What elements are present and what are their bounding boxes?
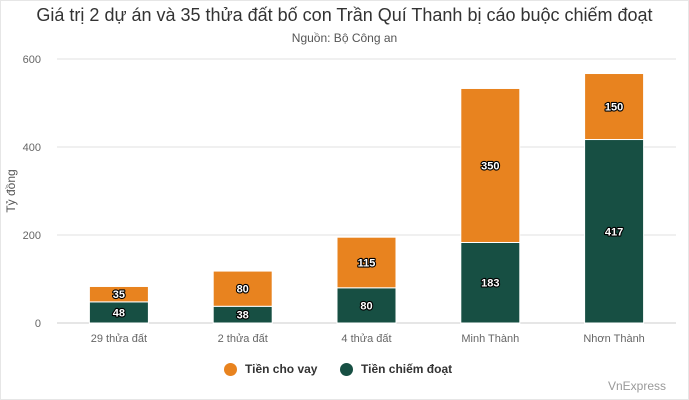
data-label: 48	[113, 307, 125, 319]
bar-tien-cho-vay	[336, 236, 397, 289]
x-tick-label: 2 thửa đất	[218, 333, 268, 345]
bar-tien-cho-vay	[460, 87, 521, 243]
source-credit: VnExpress	[607, 379, 666, 393]
bar-tien-cho-vay	[212, 270, 273, 307]
data-label: 35	[113, 289, 125, 301]
legend-item-tien-cho-vay[interactable]: Tiền cho vay	[224, 362, 317, 376]
data-label: 80	[360, 300, 372, 312]
legend-item-tien-chiem-doat[interactable]: Tiền chiếm đoạt	[340, 362, 452, 376]
data-label: 115	[358, 258, 376, 270]
bar-tien-chiem-doat	[460, 241, 521, 324]
y-axis-title: Tỷ đồng	[4, 169, 18, 212]
data-label: 80	[237, 284, 249, 296]
data-label: 183	[481, 278, 499, 290]
data-label: 38	[237, 310, 249, 322]
x-tick-label: Minh Thành	[461, 333, 519, 345]
x-tick-label: 29 thửa đất	[91, 333, 147, 345]
legend-label-tien-chiem-doat: Tiền chiếm đoạt	[361, 362, 453, 376]
y-tick-label: 200	[23, 230, 41, 242]
x-tick-label: 4 thửa đất	[341, 333, 391, 345]
y-tick-label: 600	[23, 54, 41, 66]
bar-tien-chiem-doat	[336, 287, 397, 324]
data-label: 417	[605, 226, 623, 238]
legend-label-tien-cho-vay: Tiền cho vay	[245, 362, 318, 376]
y-tick-label: 400	[23, 142, 41, 154]
legend-swatch-tien-cho-vay	[224, 362, 237, 376]
bar-tien-chiem-doat	[584, 139, 645, 324]
x-tick-label: Nhơn Thành	[583, 333, 644, 345]
bar-tien-cho-vay	[584, 73, 645, 141]
data-label: 150	[605, 102, 623, 114]
chart-title: Giá trị 2 dự án và 35 thửa đất bố con Tr…	[36, 5, 653, 25]
bar-tien-cho-vay	[88, 285, 149, 303]
data-label: 350	[481, 160, 499, 172]
legend-swatch-tien-chiem-doat	[340, 362, 353, 376]
chart-subtitle: Nguồn: Bộ Công an	[291, 31, 398, 45]
y-tick-label: 0	[35, 318, 41, 330]
